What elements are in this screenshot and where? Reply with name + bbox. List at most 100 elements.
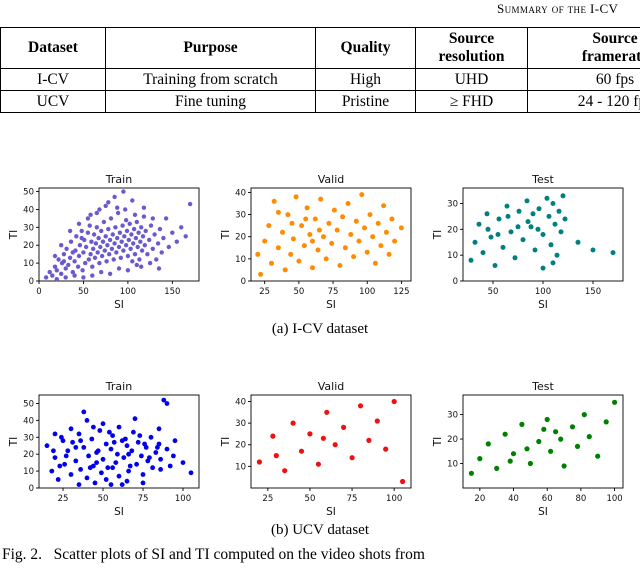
svg-text:TI: TI — [432, 230, 444, 241]
svg-text:40: 40 — [508, 494, 519, 504]
scatter-icv-train: Train 0 50 100 150 0 10 20 30 40 50 SI TI — [8, 171, 208, 311]
table-cell: Fine tuning — [105, 89, 316, 114]
svg-text:Valid: Valid — [318, 380, 345, 393]
svg-text:20: 20 — [235, 233, 246, 243]
table-header-cell: Purpose — [105, 27, 316, 69]
chart-row-ucv: Train 25 50 75 100 0 10 20 30 40 50 SI TI Valid 25 50 7… — [0, 378, 640, 518]
svg-text:20: 20 — [474, 494, 485, 504]
svg-text:30: 30 — [23, 224, 34, 234]
svg-text:40: 40 — [23, 417, 34, 427]
svg-text:30: 30 — [235, 419, 246, 429]
svg-text:10: 10 — [235, 463, 246, 473]
svg-text:0: 0 — [241, 277, 246, 287]
svg-text:30: 30 — [23, 434, 34, 444]
scatter-icv-test: Test 50 100 150 0 10 20 30 SI TI — [432, 171, 632, 311]
svg-text:25: 25 — [259, 287, 270, 297]
svg-text:TI: TI — [432, 437, 444, 448]
svg-text:50: 50 — [23, 188, 34, 198]
svg-text:SI: SI — [326, 506, 336, 518]
figure-2: Train 0 50 100 150 0 10 20 30 40 50 SI TI Valid 25 50 7… — [0, 171, 640, 564]
table-header-row: Dataset Purpose Quality Source resolution So… — [0, 27, 640, 69]
svg-text:50: 50 — [23, 400, 34, 410]
svg-text:50: 50 — [305, 494, 316, 504]
svg-text:100: 100 — [535, 287, 551, 297]
scatter-plot-svg: Valid 25 50 75 100 125 0 10 20 30 40 SI TI — [220, 173, 412, 311]
svg-text:10: 10 — [235, 255, 246, 265]
svg-text:30: 30 — [447, 200, 458, 210]
svg-text:50: 50 — [78, 287, 89, 297]
svg-text:40: 40 — [23, 206, 34, 216]
scatter-ucv-valid: Valid 25 50 75 100 10 20 30 40 SI TI — [220, 378, 420, 518]
svg-text:TI: TI — [8, 230, 20, 241]
scatter-plot-svg: Test 20 40 60 80 100 10 20 30 SI TI — [432, 380, 624, 518]
svg-text:25: 25 — [58, 494, 69, 504]
scatter-plot-svg: Train 25 50 75 100 0 10 20 30 40 50 SI TI — [8, 380, 200, 518]
svg-text:10: 10 — [23, 467, 34, 477]
table-cell: Pristine — [315, 89, 416, 114]
svg-text:100: 100 — [386, 494, 402, 504]
scatter-ucv-train: Train 25 50 75 100 0 10 20 30 40 50 SI TI — [8, 378, 208, 518]
svg-text:Train: Train — [105, 173, 132, 186]
table-title: Summary of the I-CV — [497, 1, 619, 16]
svg-text:Test: Test — [531, 173, 554, 186]
table-cell: High — [315, 67, 416, 92]
svg-text:50: 50 — [488, 287, 499, 297]
svg-text:75: 75 — [347, 494, 358, 504]
table-cell: UCV — [0, 89, 106, 114]
scatter-plot-svg: Test 50 100 150 0 10 20 30 SI TI — [432, 173, 624, 311]
svg-text:20: 20 — [23, 451, 34, 461]
svg-text:TI: TI — [220, 230, 232, 241]
svg-text:50: 50 — [293, 287, 304, 297]
figure-caption: Fig. 2. Scatter plots of SI and TI compu… — [2, 546, 425, 564]
svg-text:75: 75 — [328, 287, 339, 297]
table-cell: 60 fps — [527, 67, 640, 92]
svg-text:100: 100 — [175, 494, 191, 504]
svg-text:30: 30 — [447, 411, 458, 421]
table-cell: 24 - 120 fps — [527, 89, 640, 114]
scatter-plot-svg: Train 0 50 100 150 0 10 20 30 40 50 SI TI — [8, 173, 200, 311]
svg-text:0: 0 — [36, 287, 41, 297]
svg-text:10: 10 — [447, 460, 458, 470]
table-cell: Training from scratch — [105, 67, 316, 92]
svg-text:20: 20 — [235, 441, 246, 451]
table-row: I-CV Training from scratch High UHD 60 fps — [0, 67, 640, 92]
scatter-ucv-test: Test 20 40 60 80 100 10 20 30 SI TI — [432, 378, 632, 518]
svg-text:20: 20 — [447, 435, 458, 445]
subcaption-b: (b) UCV dataset — [270, 522, 370, 539]
table-header-cell: Quality — [315, 27, 416, 69]
scatter-plot-svg: Valid 25 50 75 100 10 20 30 40 SI TI — [220, 380, 412, 518]
svg-text:10: 10 — [23, 259, 34, 269]
subcaption-a: (a) I-CV dataset — [271, 321, 369, 338]
svg-text:80: 80 — [575, 494, 586, 504]
svg-text:100: 100 — [606, 494, 622, 504]
svg-text:150: 150 — [164, 287, 180, 297]
svg-text:40: 40 — [235, 189, 246, 199]
svg-text:SI: SI — [114, 506, 124, 518]
table-cell: I-CV — [0, 67, 106, 92]
svg-text:SI: SI — [326, 299, 336, 311]
svg-text:Valid: Valid — [318, 173, 345, 186]
svg-text:SI: SI — [538, 506, 548, 518]
svg-text:30: 30 — [235, 211, 246, 221]
svg-text:0: 0 — [29, 484, 34, 494]
svg-text:SI: SI — [538, 299, 548, 311]
table-header-cell: Dataset — [0, 27, 106, 69]
table-header-cell: Source framerate — [527, 27, 640, 69]
svg-text:60: 60 — [542, 494, 553, 504]
table-header-cell: Source resolution — [415, 27, 528, 69]
svg-text:50: 50 — [98, 494, 109, 504]
svg-text:75: 75 — [138, 494, 149, 504]
svg-text:Test: Test — [531, 380, 554, 393]
svg-text:20: 20 — [23, 242, 34, 252]
table-cell: UHD — [415, 67, 528, 92]
svg-text:0: 0 — [453, 277, 458, 287]
scatter-icv-valid: Valid 25 50 75 100 125 0 10 20 30 40 SI TI — [220, 171, 420, 311]
svg-text:SI: SI — [114, 299, 124, 311]
svg-text:0: 0 — [29, 277, 34, 287]
svg-text:Train: Train — [105, 380, 132, 393]
svg-text:100: 100 — [359, 287, 375, 297]
svg-text:20: 20 — [447, 226, 458, 236]
svg-text:150: 150 — [585, 287, 601, 297]
